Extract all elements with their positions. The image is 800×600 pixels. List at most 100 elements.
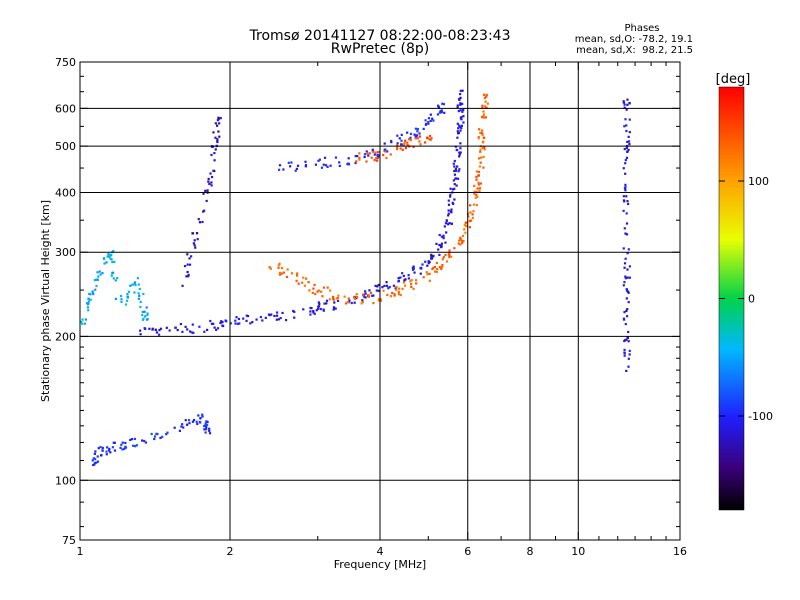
data-point (320, 290, 323, 293)
data-point (452, 162, 455, 165)
data-point (213, 326, 216, 329)
data-point (390, 139, 393, 143)
data-point (383, 284, 386, 287)
data-point (286, 268, 289, 271)
data-point (329, 164, 332, 167)
data-point (624, 339, 627, 342)
data-point (97, 275, 100, 278)
data-point (106, 255, 109, 258)
data-point (153, 435, 157, 438)
data-point (179, 322, 182, 326)
chart-subtitle: RwPretec (8p) (331, 41, 429, 57)
data-point (387, 287, 390, 290)
data-point (208, 427, 211, 430)
data-point (367, 294, 370, 297)
data-point (409, 136, 412, 139)
data-point (329, 289, 332, 292)
data-point (457, 170, 460, 173)
data-point (427, 120, 430, 124)
data-point (625, 288, 628, 291)
data-point (139, 305, 142, 309)
data-point (146, 312, 149, 315)
data-point (481, 146, 485, 150)
data-point (471, 213, 474, 216)
data-point (221, 324, 224, 327)
data-point (107, 449, 111, 452)
data-point (622, 100, 625, 103)
data-point (403, 279, 406, 282)
data-point (623, 354, 626, 357)
data-point (473, 184, 476, 188)
data-point (378, 298, 381, 301)
data-point (625, 222, 629, 225)
data-point (261, 319, 264, 322)
data-point (450, 211, 453, 214)
data-point (159, 327, 163, 330)
data-point (210, 153, 213, 157)
data-point (303, 284, 307, 287)
data-point (148, 327, 151, 330)
data-point (326, 286, 329, 289)
data-point (476, 195, 479, 198)
data-point (198, 420, 201, 424)
data-point (460, 127, 463, 130)
data-point (304, 164, 308, 167)
data-point (382, 153, 385, 157)
data-point (414, 127, 418, 130)
data-point (381, 286, 384, 289)
data-point (275, 318, 278, 321)
data-point (353, 297, 356, 301)
data-point (210, 175, 214, 179)
data-point (229, 322, 232, 325)
data-point (206, 189, 209, 192)
data-point (221, 321, 224, 324)
data-point (133, 437, 136, 441)
data-point (626, 290, 630, 293)
data-point (210, 322, 214, 325)
data-point (435, 242, 438, 246)
data-point (482, 110, 485, 113)
data-point (414, 279, 418, 282)
data-point (430, 257, 434, 260)
data-point (220, 320, 223, 323)
data-point (275, 314, 279, 317)
data-point (482, 140, 485, 143)
data-point (474, 196, 477, 199)
data-point (461, 241, 464, 245)
colorbar-tick-label: -100 (748, 410, 773, 423)
data-point (201, 415, 204, 418)
data-point (111, 446, 114, 449)
data-point (625, 369, 628, 373)
data-point (411, 268, 415, 271)
data-point (482, 115, 485, 118)
data-point (477, 181, 480, 184)
data-point (427, 122, 430, 125)
data-point (191, 420, 195, 423)
data-point (427, 117, 431, 120)
data-point (432, 119, 435, 122)
data-point (416, 128, 419, 131)
data-point (475, 170, 479, 173)
data-point (323, 156, 327, 159)
data-point (626, 150, 629, 153)
data-point (318, 158, 321, 161)
data-point (363, 295, 366, 298)
data-point (625, 297, 628, 300)
data-point (625, 212, 628, 215)
data-point (624, 277, 628, 280)
data-point (396, 144, 399, 147)
data-point (102, 257, 106, 261)
data-point (395, 286, 398, 289)
data-point (439, 244, 442, 247)
data-point (379, 299, 383, 302)
data-point (441, 263, 444, 267)
data-point (464, 221, 467, 224)
data-point (623, 348, 626, 352)
data-point (485, 94, 488, 97)
data-point (109, 451, 112, 454)
data-point (120, 298, 123, 301)
data-point (455, 148, 458, 152)
data-point (442, 103, 446, 106)
data-point (459, 243, 462, 246)
data-point (93, 452, 96, 455)
